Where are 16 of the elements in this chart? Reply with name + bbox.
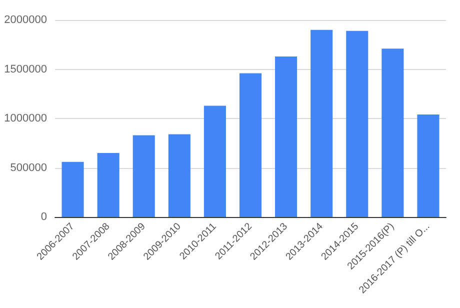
bar [417,114,440,217]
y-tick-label: 2000000 [4,14,47,26]
y-tick-label: 0 [40,211,47,223]
y-tick-label: 1000000 [4,112,47,124]
y-tick-label: 500000 [10,162,47,174]
bar [62,162,84,217]
bar [275,56,298,217]
bar [97,152,120,217]
bar [168,134,190,217]
y-tick-label: 1500000 [4,63,47,76]
bar [132,135,155,217]
bar [310,30,333,217]
bar [204,106,226,217]
bar [382,48,404,217]
bar [239,73,262,217]
bar [346,30,368,217]
